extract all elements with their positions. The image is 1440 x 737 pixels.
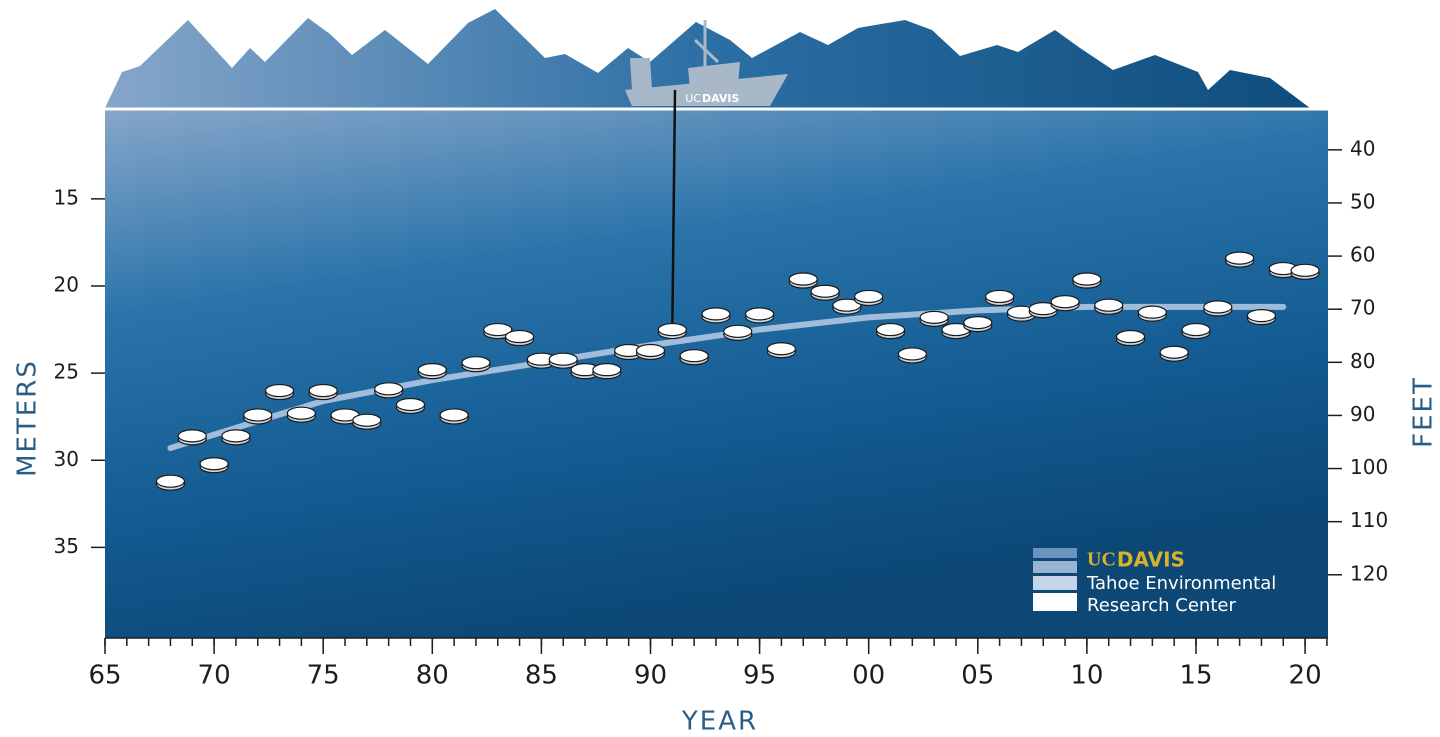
boat-uc: UC — [685, 92, 701, 105]
secchi-disk — [746, 308, 774, 320]
secchi-disk — [440, 409, 468, 421]
secchi-disk — [920, 311, 948, 323]
x-tick-label: 20 — [1289, 661, 1322, 691]
secchi-disk — [986, 290, 1014, 302]
secchi-disk — [222, 430, 250, 442]
x-tick-label: 10 — [1070, 661, 1103, 691]
secchi-disk — [156, 475, 184, 487]
x-tick-label: 65 — [88, 661, 121, 691]
x-tick-label: 80 — [416, 661, 449, 691]
secchi-disk — [462, 357, 490, 369]
secchi-disk — [789, 273, 817, 285]
secchi-disk — [898, 348, 926, 360]
y2-tick-label: 120 — [1350, 561, 1388, 585]
y-tick-label: 30 — [54, 447, 79, 471]
y2-tick-label: 90 — [1350, 402, 1375, 426]
secchi-disk — [680, 350, 708, 362]
x-tick-label: 00 — [852, 661, 885, 691]
x-tick-label: 85 — [525, 661, 558, 691]
logo-line2: Research Center — [1087, 595, 1236, 616]
y2-tick-label: 100 — [1350, 455, 1388, 479]
x-tick-label: 05 — [961, 661, 994, 691]
secchi-disk — [767, 343, 795, 355]
y-tick-label: 20 — [54, 273, 79, 297]
secchi-disk — [593, 364, 621, 376]
x-tick-label: 90 — [634, 661, 667, 691]
secchi-disk — [658, 324, 686, 336]
y-tick-label: 35 — [54, 534, 79, 558]
secchi-disk — [1073, 273, 1101, 285]
logo-line1: Tahoe Environmental — [1086, 573, 1276, 594]
x-axis-title: YEAR — [681, 707, 758, 737]
secchi-disk — [1095, 299, 1123, 311]
secchi-disk — [964, 317, 992, 329]
secchi-disk — [1226, 252, 1254, 264]
secchi-disk — [375, 383, 403, 395]
y2-tick-label: 40 — [1350, 136, 1375, 160]
secchi-disk — [396, 398, 424, 410]
secchi-disk — [309, 385, 337, 397]
y-axis-title: METERS — [13, 359, 43, 477]
y2-tick-label: 50 — [1350, 189, 1375, 213]
secchi-disk — [702, 308, 730, 320]
logo-uc: UC — [1087, 549, 1116, 571]
y-tick-label: 15 — [54, 185, 79, 209]
secchi-disk — [418, 364, 446, 376]
secchi-disk — [1117, 331, 1145, 343]
secchi-disk — [200, 458, 228, 470]
y2-tick-label: 110 — [1350, 508, 1388, 532]
secchi-disk — [266, 385, 294, 397]
secchi-disk — [1160, 346, 1188, 358]
secchi-disk — [636, 344, 664, 356]
secchi-disk — [353, 414, 381, 426]
secchi-disk — [855, 290, 883, 302]
secchi-disk — [877, 324, 905, 336]
secchi-disk — [549, 353, 577, 365]
secchi-disk — [178, 430, 206, 442]
secchi-disk — [244, 409, 272, 421]
y2-axis-title: FEET — [1409, 376, 1439, 448]
secchi-disk — [1247, 310, 1275, 322]
x-tick-label: 95 — [743, 661, 776, 691]
secchi-disk — [1291, 264, 1319, 276]
y2-tick-label: 80 — [1350, 349, 1375, 373]
y2-tick-label: 60 — [1350, 243, 1375, 267]
secchi-disk — [724, 325, 752, 337]
x-tick-label: 70 — [198, 661, 231, 691]
x-tick-label: 75 — [307, 661, 340, 691]
boat-davis: DAVIS — [702, 92, 740, 105]
secchi-disk — [506, 331, 534, 343]
y-tick-label: 25 — [54, 360, 79, 384]
y2-tick-label: 70 — [1350, 296, 1375, 320]
secchi-disk — [1182, 324, 1210, 336]
secchi-disk — [1051, 296, 1079, 308]
secchi-disk — [1204, 301, 1232, 313]
secchi-disk — [1138, 306, 1166, 318]
chart: UC DAVIS YEAR METERS FEET UC DAVIS Tahoe… — [0, 0, 1440, 737]
secchi-disk — [287, 407, 315, 419]
secchi-disk — [811, 285, 839, 297]
x-tick-label: 15 — [1179, 661, 1212, 691]
logo-davis: DAVIS — [1117, 548, 1185, 572]
